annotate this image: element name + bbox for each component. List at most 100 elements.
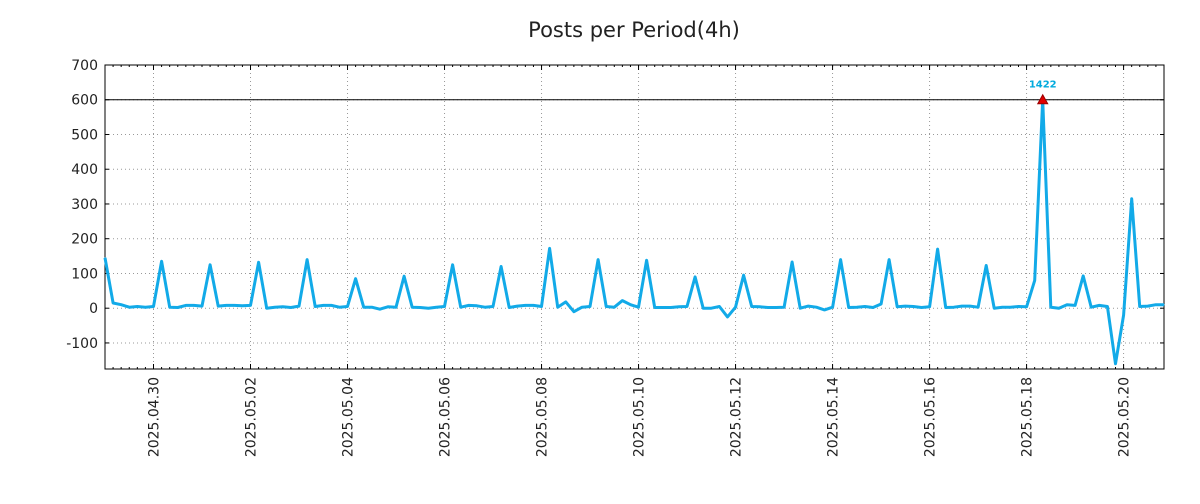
data-point — [799, 307, 801, 309]
axes-layer: 700 600 500 400 300 200 100 0 -100 2025.04.30 2025… — [66, 58, 1165, 457]
data-point — [209, 264, 211, 266]
data-point — [589, 305, 591, 308]
data-point — [338, 306, 340, 308]
data-point — [508, 306, 510, 309]
data-point — [1123, 314, 1125, 316]
data-point — [443, 305, 446, 308]
plot-frame — [104, 64, 1165, 370]
data-point — [363, 306, 365, 308]
data-point — [314, 305, 316, 308]
data-point — [419, 306, 421, 309]
data-point — [1147, 305, 1149, 307]
data-point — [904, 305, 906, 307]
x-tick-label: 2025.05.10 — [632, 377, 648, 457]
data-point — [581, 306, 583, 308]
y-tick-label: 600 — [71, 93, 98, 109]
data-point — [823, 309, 826, 311]
data-point — [1114, 363, 1117, 365]
data-point — [880, 303, 882, 305]
data-point — [896, 306, 898, 308]
x-tick-label: 2025.05.06 — [438, 377, 454, 457]
data-point — [532, 304, 535, 306]
data-point — [193, 304, 195, 306]
data-point — [395, 306, 397, 308]
data-point — [840, 259, 842, 261]
data-point — [152, 305, 155, 308]
data-point — [169, 306, 171, 308]
data-point — [815, 306, 818, 308]
data-point — [201, 305, 203, 307]
data-point — [1098, 304, 1100, 306]
data-point — [1139, 305, 1141, 308]
data-point — [1009, 306, 1012, 308]
data-point — [767, 306, 769, 309]
data-point — [330, 304, 332, 306]
data-point — [662, 306, 664, 309]
y-tick-label: 500 — [71, 127, 98, 143]
data-point — [993, 307, 995, 309]
data-point — [136, 305, 138, 308]
data-point — [1066, 304, 1068, 306]
y-tick-label: 100 — [71, 266, 98, 282]
data-point — [177, 306, 179, 309]
data-point — [185, 304, 187, 306]
data-point — [500, 265, 502, 268]
data-point — [112, 302, 114, 304]
data-point — [1106, 305, 1108, 308]
data-point — [1026, 306, 1028, 308]
data-point — [540, 305, 543, 308]
data-point — [387, 306, 389, 308]
data-point — [322, 304, 324, 306]
data-point — [524, 304, 527, 306]
data-point — [937, 248, 939, 250]
data-point — [629, 304, 632, 306]
data-point — [258, 261, 260, 263]
data-point — [791, 261, 793, 263]
data-point — [411, 306, 413, 308]
data-point — [452, 264, 454, 266]
data-point — [460, 306, 462, 308]
data-point — [872, 306, 874, 309]
data-point — [371, 306, 373, 308]
data-point — [775, 306, 777, 309]
data-point — [346, 305, 349, 308]
data-point — [621, 300, 624, 302]
x-tick-label: 2025.05.04 — [341, 377, 357, 457]
data-point — [476, 305, 478, 307]
data-point — [565, 301, 567, 303]
data-point — [249, 304, 252, 306]
data-point — [104, 257, 106, 259]
data-point — [759, 306, 761, 308]
data-point — [403, 275, 405, 277]
data-point — [686, 305, 688, 308]
peak-label: 1422 — [1029, 80, 1057, 91]
y-tick-label: 300 — [71, 197, 98, 213]
data-point — [128, 306, 130, 308]
x-tick-label: 2025.04.30 — [147, 377, 163, 457]
data-point — [549, 247, 551, 249]
data-point — [298, 305, 300, 307]
data-point — [1058, 307, 1060, 309]
data-point — [670, 306, 672, 309]
series-layer — [103, 98, 1165, 366]
x-tick-label: 2025.05.14 — [826, 377, 842, 457]
data-point — [241, 305, 243, 307]
data-point — [225, 304, 227, 306]
data-point — [985, 264, 987, 267]
data-point — [379, 308, 381, 310]
data-point — [1090, 306, 1092, 308]
data-point — [1034, 279, 1036, 281]
annotation-layer: 1422 — [1029, 80, 1057, 105]
y-tick-label: 200 — [71, 232, 98, 248]
data-point — [961, 305, 963, 307]
data-point — [605, 305, 607, 308]
data-point — [435, 306, 437, 308]
data-point — [597, 259, 599, 261]
data-point — [144, 306, 146, 308]
data-point — [1131, 198, 1133, 200]
x-tick-label: 2025.05.16 — [923, 377, 939, 457]
data-point — [1155, 304, 1157, 306]
data-point — [290, 306, 292, 309]
data-point — [1017, 305, 1020, 308]
